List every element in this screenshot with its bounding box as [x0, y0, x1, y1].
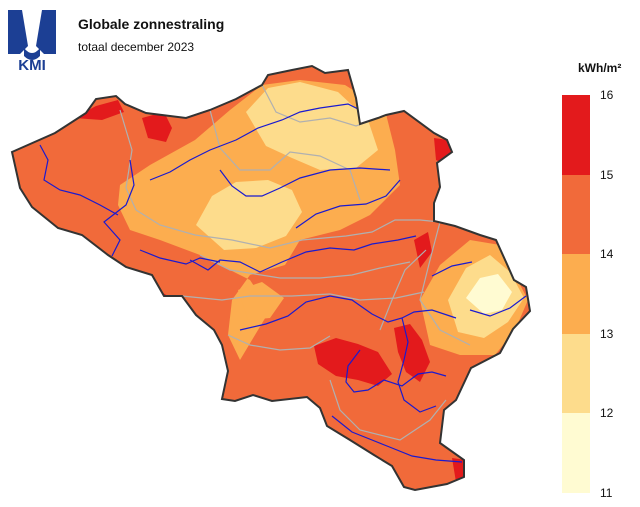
legend-tick-label: 12: [600, 406, 614, 421]
legend-swatch-12-13: [562, 333, 590, 414]
legend-tick-label: 16: [600, 88, 614, 102]
logo-text: KMI: [18, 57, 46, 72]
province-borders: [119, 84, 471, 441]
belgium-radiation-map: [10, 64, 532, 492]
legend-unit: kWh/m²: [578, 61, 622, 75]
kmi-logo: KMI: [6, 8, 58, 72]
country-outline: [10, 64, 532, 492]
class-15-16-area: [314, 338, 392, 386]
legend-swatch-13-14: [562, 254, 590, 334]
class-15-16-area: [434, 138, 452, 164]
map-title: Globale zonnestraling: [78, 16, 225, 32]
legend-tick-label: 15: [600, 167, 614, 182]
legend-swatch-11-12: [562, 413, 590, 493]
legend-swatch-14-15: [562, 174, 590, 255]
class-11-12-area: [466, 274, 512, 314]
map-subtitle: totaal december 2023: [78, 40, 195, 54]
legend-tick-label: 11: [600, 486, 613, 500]
class-15-16-area: [414, 232, 432, 268]
class-15-16-area: [452, 458, 466, 482]
class-13-14-area: [238, 282, 284, 320]
class-15-16-area: [142, 112, 172, 142]
class-15-16-area: [74, 100, 124, 120]
class-15-16-area: [394, 324, 430, 382]
legend-swatch-15-16: [562, 95, 590, 175]
legend-tick-label: 13: [600, 326, 614, 341]
class-12-13-area: [196, 180, 302, 250]
rivers: [39, 103, 527, 463]
legend-color-bar: [562, 95, 590, 493]
legend-tick-label: 14: [600, 247, 614, 262]
